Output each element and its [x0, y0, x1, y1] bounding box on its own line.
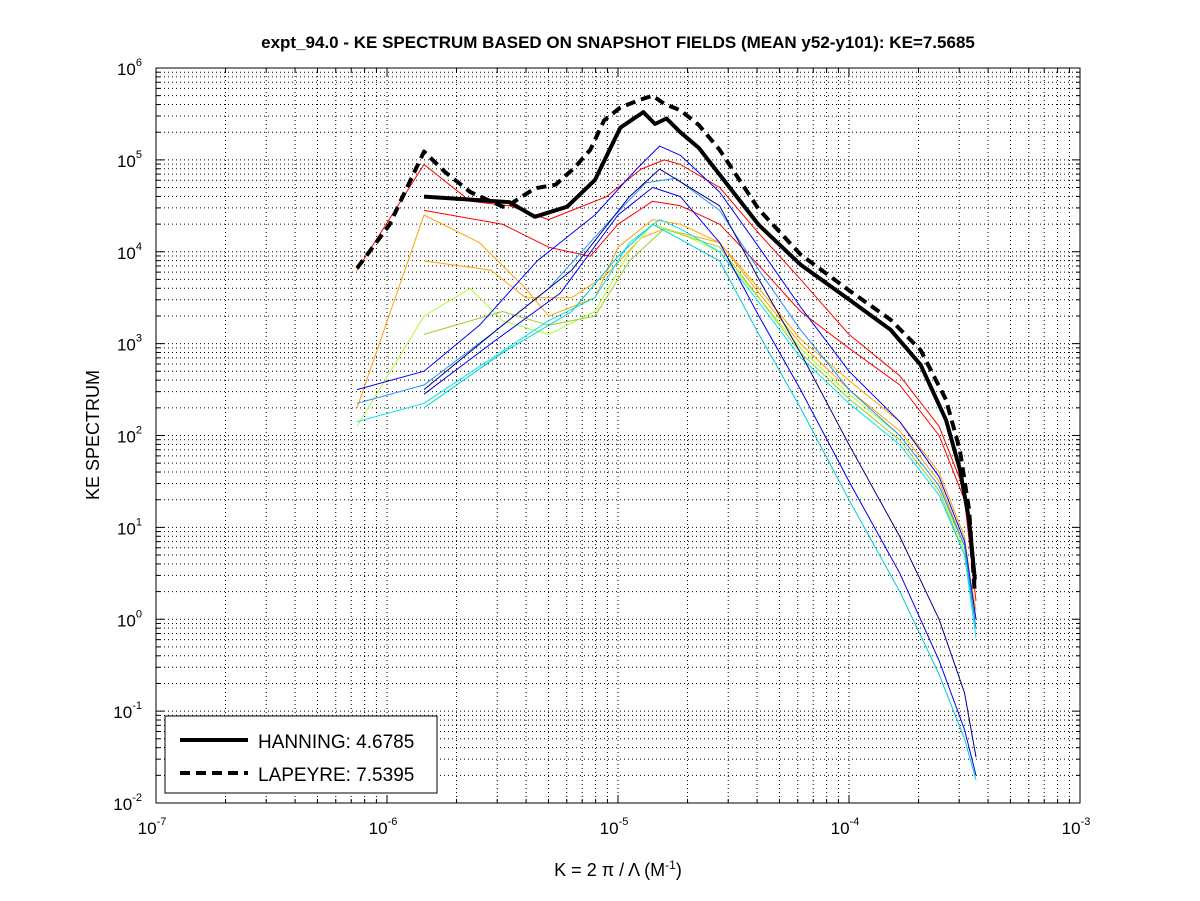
y-tick-label: 100 — [117, 608, 142, 630]
series-line-orange-a — [356, 214, 977, 620]
legend-box — [164, 715, 438, 794]
series-line-orange-b — [423, 228, 977, 611]
y-tick-label: 103 — [117, 333, 142, 355]
y-tick-label: 106 — [117, 57, 142, 79]
legend-label-hanning: HANNING: 4.6785 — [258, 732, 414, 753]
series-line-red-a — [356, 159, 977, 583]
x-tick-label: 10-3 — [1062, 816, 1091, 838]
series-line-blue-b — [423, 186, 977, 776]
chart-title: expt_94.0 - KE SPECTRUM BASED ON SNAPSHO… — [261, 33, 975, 52]
series-line-lapeyre — [355, 93, 977, 595]
y-tick-label: 10-1 — [113, 700, 142, 722]
y-tick-label: 101 — [117, 516, 142, 538]
x-axis-label: K = 2 π / Λ (M-1) — [554, 858, 682, 880]
series-line-cyan-a — [356, 219, 977, 638]
x-tick-label: 10-5 — [600, 816, 629, 838]
y-tick-label: 10-2 — [113, 792, 142, 814]
legend: HANNING: 4.6785 LAPEYRE: 7.5395 — [164, 715, 438, 794]
series-line-navy — [423, 168, 977, 758]
series-line-blue-a — [356, 145, 977, 620]
y-axis-label: KE SPECTRUM — [83, 370, 103, 500]
grid — [155, 68, 1080, 804]
plot-frame — [155, 67, 1081, 804]
x-tick-label: 10-6 — [369, 816, 398, 838]
series-line-cyan-b — [423, 223, 977, 781]
series-line-hanning — [423, 110, 977, 580]
series-line-yellowgreen-b — [423, 228, 977, 629]
x-tick-label: 10-4 — [831, 816, 860, 838]
series-line-red-b — [423, 200, 977, 601]
series-line-yellowgreen-a — [356, 223, 977, 620]
y-tick-label: 105 — [117, 149, 142, 171]
legend-label-lapeyre: LAPEYRE: 7.5395 — [258, 765, 414, 786]
y-tick-label: 104 — [117, 241, 142, 263]
x-tick-label: 10-7 — [138, 816, 167, 838]
y-tick-label: 102 — [117, 425, 142, 447]
series-group — [355, 93, 977, 781]
tick-labels: 10-7 10-6 10-5 10-4 10-3 10-2 10-1 100 101 102 103… — [113, 57, 1090, 838]
